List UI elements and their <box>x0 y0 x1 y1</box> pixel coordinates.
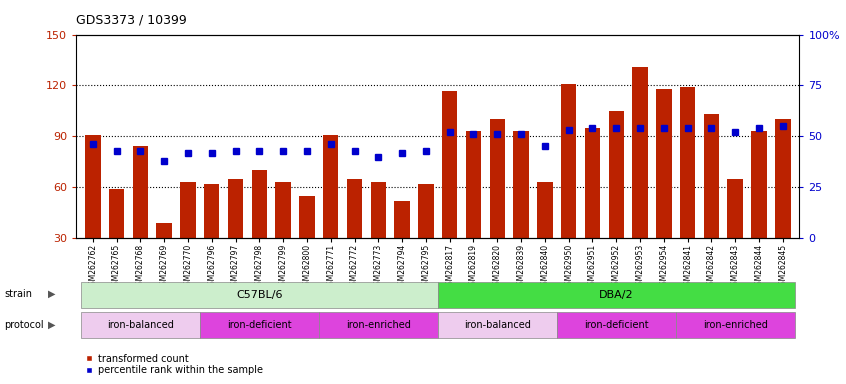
Bar <box>109 189 124 238</box>
Text: iron-enriched: iron-enriched <box>346 320 411 331</box>
Text: iron-deficient: iron-deficient <box>227 320 292 331</box>
Bar <box>299 196 315 238</box>
Bar <box>680 87 695 238</box>
Bar <box>704 114 719 238</box>
Bar <box>200 313 319 338</box>
Bar <box>347 179 362 238</box>
Bar <box>157 223 172 238</box>
Bar <box>676 313 794 338</box>
Text: ▶: ▶ <box>48 289 56 299</box>
Legend: transformed count, percentile rank within the sample: transformed count, percentile rank withi… <box>81 350 266 379</box>
Bar <box>514 131 529 238</box>
Bar <box>728 179 743 238</box>
Bar <box>561 84 576 238</box>
Text: iron-balanced: iron-balanced <box>107 320 173 331</box>
Bar <box>775 119 790 238</box>
Text: C57BL/6: C57BL/6 <box>236 290 283 300</box>
Bar <box>751 131 766 238</box>
Bar <box>85 135 101 238</box>
Bar <box>608 111 624 238</box>
Bar <box>585 128 600 238</box>
Text: GDS3373 / 10399: GDS3373 / 10399 <box>76 13 187 26</box>
Bar <box>371 182 386 238</box>
Bar <box>319 313 437 338</box>
Bar <box>276 182 291 238</box>
Bar <box>437 282 794 308</box>
Bar <box>228 179 244 238</box>
Bar <box>537 182 552 238</box>
Text: protocol: protocol <box>4 320 44 330</box>
Bar <box>133 147 148 238</box>
Text: strain: strain <box>4 289 32 299</box>
Bar <box>251 170 267 238</box>
Bar <box>632 67 648 238</box>
Text: iron-balanced: iron-balanced <box>464 320 530 331</box>
Bar <box>557 313 676 338</box>
Bar <box>180 182 195 238</box>
Text: ▶: ▶ <box>48 320 56 330</box>
Bar <box>204 184 219 238</box>
Bar <box>323 135 338 238</box>
Bar <box>442 91 458 238</box>
Bar <box>81 313 200 338</box>
Bar <box>656 89 672 238</box>
Text: DBA/2: DBA/2 <box>599 290 634 300</box>
Bar <box>466 131 481 238</box>
Bar <box>418 184 434 238</box>
Bar <box>81 282 437 308</box>
Text: iron-enriched: iron-enriched <box>703 320 767 331</box>
Bar <box>394 201 409 238</box>
Bar <box>490 119 505 238</box>
Bar <box>437 313 557 338</box>
Text: iron-deficient: iron-deficient <box>584 320 649 331</box>
